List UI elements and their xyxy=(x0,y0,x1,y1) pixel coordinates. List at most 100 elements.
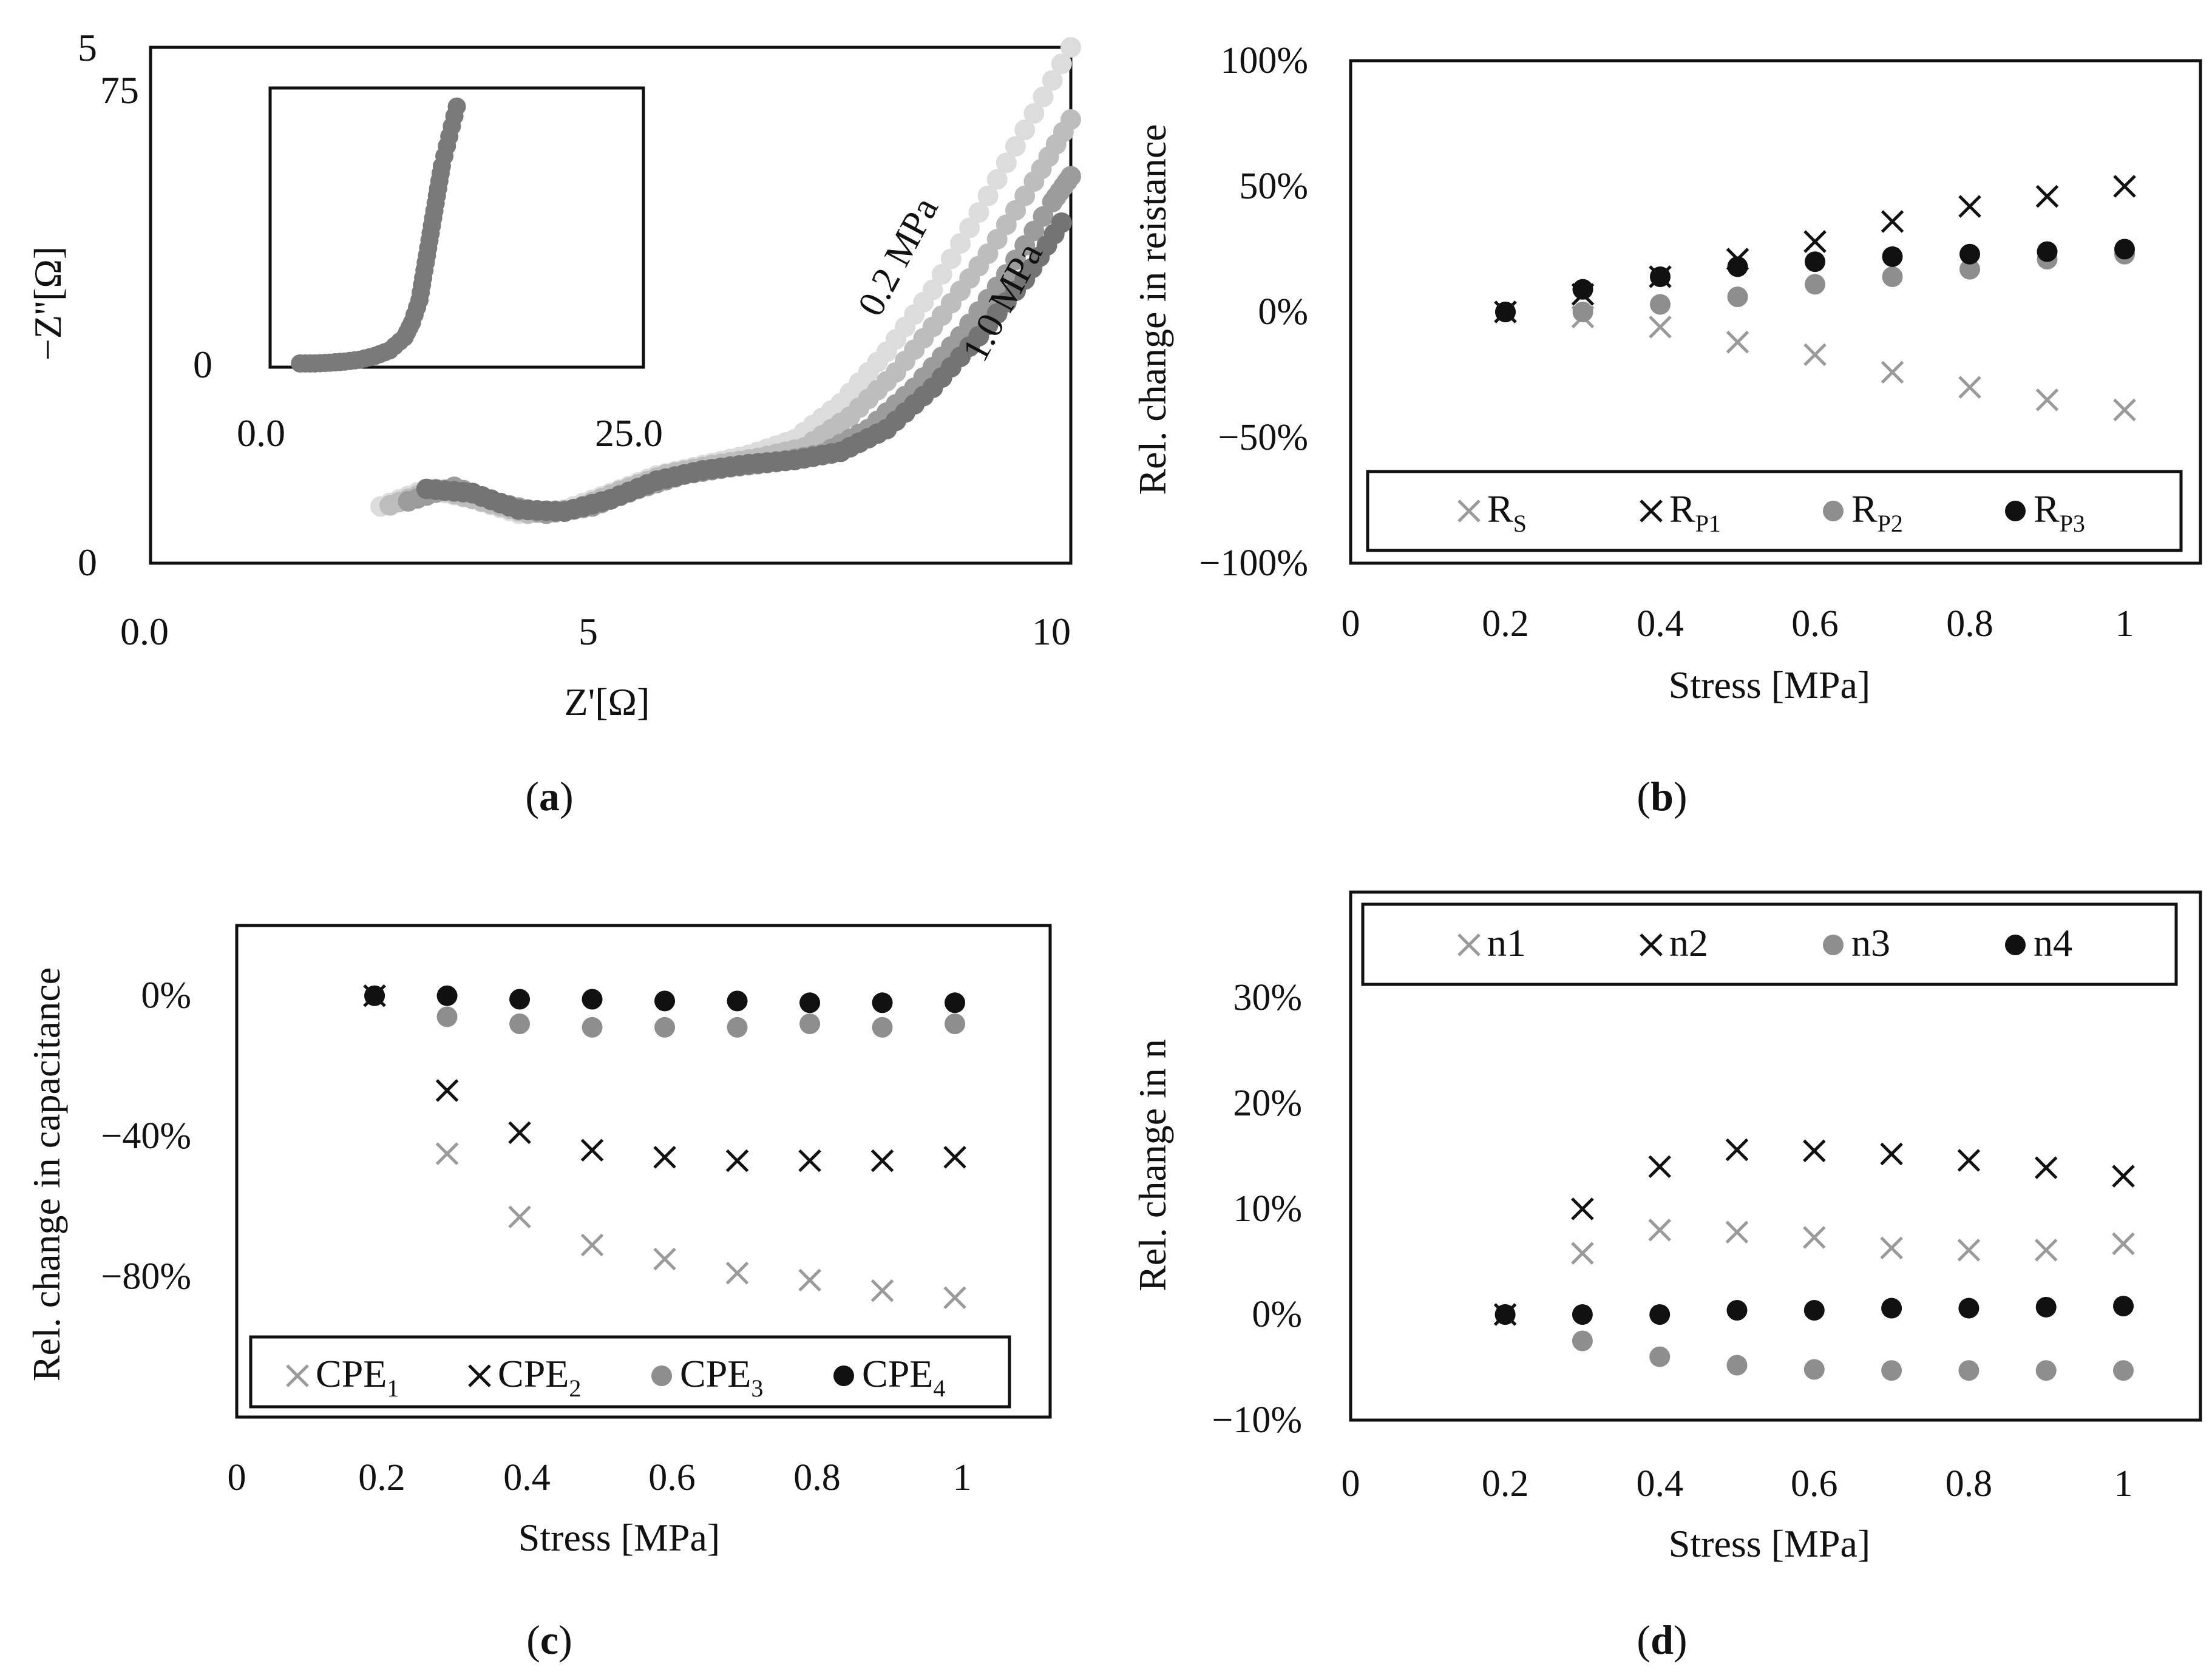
point-n4-7 xyxy=(2035,1296,2057,1318)
x-tick-label: 0.2 xyxy=(1482,603,1529,645)
point-n1-5 xyxy=(1880,1236,1903,1260)
inset-frame xyxy=(268,86,645,369)
point-n2-6 xyxy=(1957,1149,1981,1172)
y-tick-label: 0% xyxy=(1252,1294,1302,1335)
legend-label-sub: 1 xyxy=(387,1375,399,1402)
point-n4-0 xyxy=(1494,1304,1516,1325)
inset-x-tick-mid: 25.0 xyxy=(595,411,663,455)
legend-label-sub: 3 xyxy=(751,1375,763,1402)
nyquist-point-3-14 xyxy=(1051,212,1072,233)
x-tick-a-10: 10 xyxy=(1032,610,1071,653)
nyquist-curves xyxy=(370,37,1081,524)
y-tick-label: 0% xyxy=(1258,291,1308,333)
legend-label-3: n4 xyxy=(2034,921,2072,964)
point-n4-5 xyxy=(1881,1298,1902,1319)
point-r-s-7 xyxy=(2035,388,2059,411)
point-cpe-2-7 xyxy=(870,1149,894,1172)
point-cpe-2-1 xyxy=(435,1079,459,1102)
point-n4-4 xyxy=(1803,1300,1825,1321)
point-cpe-4-0 xyxy=(364,985,385,1006)
legend-label-2: CPE3 xyxy=(680,1352,763,1402)
legend-label-sub: P1 xyxy=(1695,510,1721,537)
legend-box-b xyxy=(1366,470,2183,552)
plot-frame-a xyxy=(149,46,1073,565)
legend-marker-3 xyxy=(833,1365,854,1386)
point-r-s-4 xyxy=(1803,343,1827,367)
point-r-p3-7 xyxy=(2037,241,2058,262)
point-r-p3-1 xyxy=(1572,279,1593,300)
point-cpe-1-3 xyxy=(580,1233,604,1257)
point-n4-1 xyxy=(1572,1304,1593,1325)
plot-frame-d xyxy=(1349,890,2202,1422)
legend-box-d xyxy=(1361,902,2178,986)
y-axis-label-b: Rel. change in reistance xyxy=(1131,124,1174,495)
point-r-p1-7 xyxy=(2035,184,2059,208)
point-r-p2-1 xyxy=(1572,302,1593,322)
inset-curve xyxy=(291,97,466,373)
y-tick-label: 100% xyxy=(1220,40,1308,81)
nyquist-point-0-14 xyxy=(1051,53,1072,75)
nyquist-point-0-14 xyxy=(1014,120,1036,140)
caption-b-letter: b xyxy=(1651,773,1674,819)
plot-frame-b xyxy=(1349,59,2202,565)
point-cpe-3-2 xyxy=(509,1013,531,1034)
y-tick-label: 50% xyxy=(1239,166,1308,207)
legend-label-2: n3 xyxy=(1851,921,1890,964)
point-n1-8 xyxy=(2112,1232,2135,1256)
inset-y-tick-min: 0 xyxy=(193,343,212,386)
x-tick-label: 0.2 xyxy=(1482,1463,1529,1504)
nyquist-point-0-12 xyxy=(950,233,971,254)
point-cpe-4-2 xyxy=(509,989,531,1010)
point-cpe-3-6 xyxy=(799,1013,821,1034)
point-r-p2-6 xyxy=(1959,259,1980,280)
nyquist-point-0-13 xyxy=(1005,136,1026,157)
y-tick-label: −50% xyxy=(1218,417,1308,458)
point-n2-1 xyxy=(1571,1197,1594,1220)
point-r-s-3 xyxy=(1726,330,1749,354)
point-n3-7 xyxy=(2035,1360,2057,1381)
legend-label-1: n2 xyxy=(1669,921,1708,964)
point-n3-5 xyxy=(1881,1360,1902,1381)
nyquist-point-0-12 xyxy=(922,279,943,300)
point-n3-8 xyxy=(2113,1360,2134,1381)
legend-label-sub: P2 xyxy=(1878,510,1903,537)
point-r-p3-0 xyxy=(1495,302,1516,322)
x-tick-label: 0.8 xyxy=(793,1457,841,1498)
point-cpe-1-8 xyxy=(943,1286,966,1310)
x-tick-label: 0.6 xyxy=(1791,1463,1838,1504)
point-n1-1 xyxy=(1571,1242,1594,1265)
point-n3-3 xyxy=(1726,1355,1748,1376)
x-tick-label: 0.8 xyxy=(1946,1463,1993,1504)
data-points-b xyxy=(1494,175,2136,422)
legend-label-base: n4 xyxy=(2034,921,2072,964)
point-cpe-2-4 xyxy=(653,1146,676,1169)
point-cpe-4-1 xyxy=(436,985,458,1006)
y-tick-label: 0% xyxy=(141,975,191,1017)
point-cpe-1-5 xyxy=(725,1262,749,1285)
nyquist-point-0-12 xyxy=(959,217,980,239)
legend-box-c xyxy=(249,1335,1011,1409)
legend-label-base: R xyxy=(2034,487,2060,530)
point-r-p3-5 xyxy=(1882,246,1903,267)
point-r-s-5 xyxy=(1881,360,1904,384)
x-tick-label: 0.6 xyxy=(1791,603,1839,645)
y-axis-label-d: Rel. change in n xyxy=(1131,1039,1174,1291)
y-tick-label: −80% xyxy=(101,1256,191,1298)
caption-d-letter: d xyxy=(1651,1617,1674,1663)
legend-label-base: CPE xyxy=(862,1352,933,1395)
point-cpe-2-8 xyxy=(943,1146,966,1169)
nyquist-point-0-15 xyxy=(1060,37,1081,58)
legend-label-3: RP3 xyxy=(2034,487,2085,537)
point-r-p3-4 xyxy=(1805,251,1825,272)
y-tick-label: −10% xyxy=(1212,1399,1302,1441)
inset-point-17 xyxy=(447,97,466,116)
point-cpe-1-2 xyxy=(508,1205,531,1228)
point-cpe-2-6 xyxy=(798,1149,821,1172)
y-axis-label-a: −Z''[Ω] xyxy=(26,246,69,360)
point-r-p1-4 xyxy=(1803,230,1827,253)
point-r-p3-8 xyxy=(2114,239,2135,260)
x-axis-label-a: Z'[Ω] xyxy=(565,680,650,723)
legend-marker-1 xyxy=(468,1364,491,1387)
point-cpe-1-6 xyxy=(798,1268,821,1292)
point-n2-4 xyxy=(1803,1139,1826,1163)
